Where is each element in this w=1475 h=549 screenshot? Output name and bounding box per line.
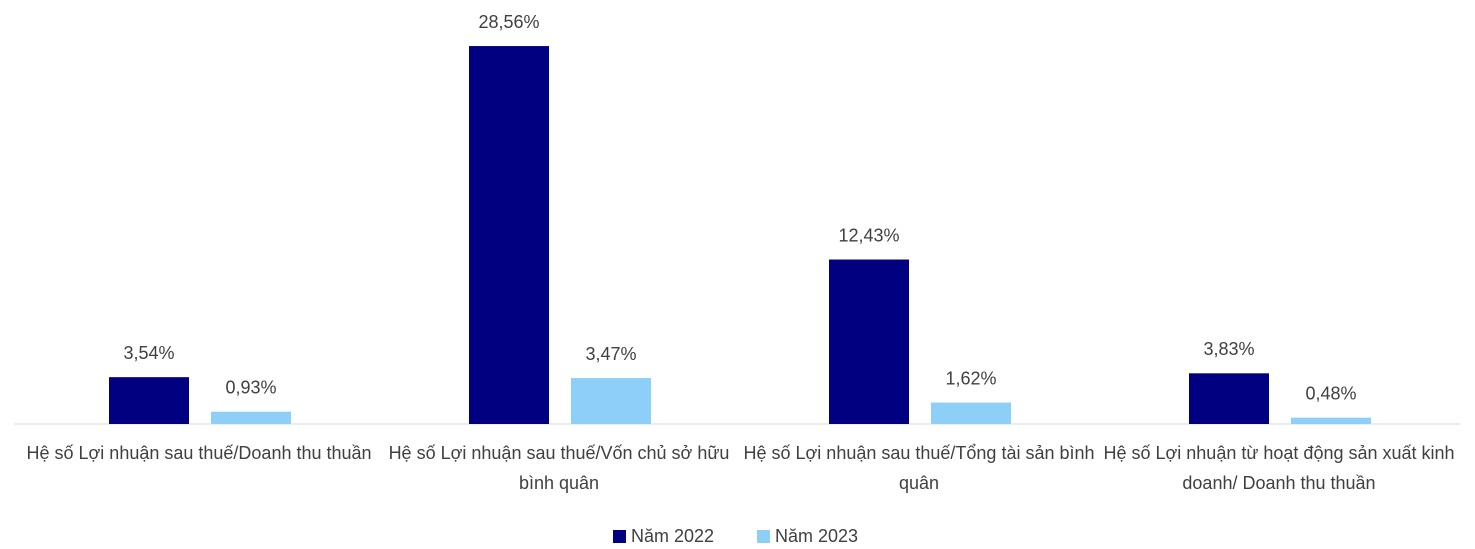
data-label: 3,83% — [1203, 339, 1254, 359]
x-tick-label: Hệ số Lợi nhuận từ hoạt động sản xuất ki… — [1103, 443, 1455, 493]
bar — [211, 411, 291, 424]
data-label: 1,62% — [945, 368, 996, 388]
bar — [571, 378, 651, 424]
legend-label: Năm 2022 — [631, 526, 714, 546]
bar — [109, 377, 189, 424]
x-tick-label: Hệ số Lợi nhuận sau thuế/Doanh thu thuần — [26, 443, 372, 463]
data-label: 12,43% — [838, 225, 899, 245]
bar — [1189, 373, 1269, 424]
legend-label: Năm 2023 — [775, 526, 858, 546]
bar — [1291, 417, 1371, 424]
x-tick-label: Hệ số Lợi nhuận sau thuế/Vốn chủ sở hữu … — [388, 443, 730, 493]
x-tick-label: Hệ số Lợi nhuận sau thuế/Tổng tài sản bì… — [743, 443, 1095, 493]
legend-marker — [757, 530, 770, 543]
legend-marker — [613, 530, 626, 543]
bar — [931, 402, 1011, 424]
data-label: 3,47% — [585, 344, 636, 364]
data-label: 0,93% — [225, 377, 276, 397]
data-label: 0,48% — [1305, 383, 1356, 403]
data-label: 3,54% — [123, 343, 174, 363]
bar — [829, 259, 909, 424]
bar — [469, 46, 549, 424]
data-label: 28,56% — [478, 12, 539, 32]
